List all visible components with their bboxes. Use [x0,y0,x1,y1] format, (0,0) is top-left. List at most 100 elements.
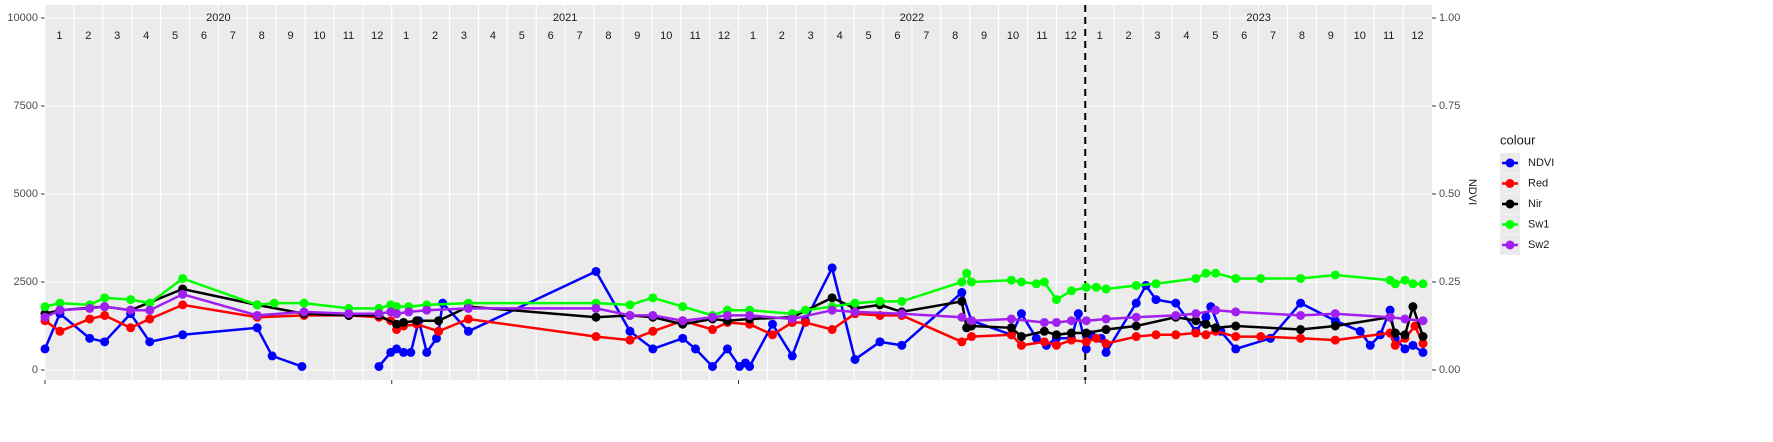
point [126,295,136,305]
month-label: 8 [1299,30,1305,42]
point [967,316,977,326]
point [1231,273,1241,283]
point [1039,337,1049,347]
legend-label: Nir [1528,198,1542,210]
point [267,351,277,361]
point [40,312,50,322]
point [1081,344,1091,354]
y2-tick-label: 0.25 [1439,276,1460,288]
point [1151,330,1161,340]
y2-tick-label: 0.50 [1439,188,1460,200]
point [767,330,777,340]
point [1101,284,1111,294]
point [591,332,601,342]
point [126,323,136,333]
point [1211,268,1221,278]
month-label: 7 [577,30,583,42]
point [1191,316,1201,326]
y2-tick-label: 1.00 [1439,12,1460,24]
point [625,335,635,345]
month-label: 5 [519,30,525,42]
point [827,293,837,303]
point [1016,332,1026,342]
point [145,314,155,324]
point [1066,286,1076,296]
point [412,316,422,326]
month-label: 12 [1065,30,1077,42]
point [269,298,279,308]
point [1400,314,1410,324]
point [1031,333,1041,343]
legend-label: Sw2 [1528,239,1549,251]
point [1081,328,1091,338]
point [1131,332,1141,342]
point [1081,337,1091,347]
point [374,361,384,371]
point [145,305,155,315]
month-label: 9 [288,30,294,42]
month-label: 2 [779,30,785,42]
point [1006,314,1016,324]
point [392,302,402,312]
point [40,344,50,354]
point [957,288,967,298]
month-label: 10 [660,30,672,42]
point [1101,314,1111,324]
point [1400,275,1410,285]
point [1355,326,1365,336]
month-label: 6 [1241,30,1247,42]
point [344,309,354,319]
point [1231,307,1241,317]
point [1066,328,1076,338]
point [850,298,860,308]
point [1418,339,1428,349]
point [392,344,402,354]
point [707,325,717,335]
point [707,312,717,322]
point [1400,344,1410,354]
point [399,347,409,357]
point [875,296,885,306]
point [1296,298,1306,308]
point [406,347,416,357]
point [1418,347,1428,357]
month-label: 8 [259,30,265,42]
point [1330,335,1340,345]
month-label: 5 [1212,30,1218,42]
point [100,293,110,303]
point [745,310,755,320]
point [55,326,65,336]
point [1073,309,1083,319]
point [767,319,777,329]
month-label: 6 [894,30,900,42]
legend-title: colour [1500,132,1536,147]
point [392,309,402,319]
year-label: 2022 [900,12,924,24]
point [252,310,262,320]
point [648,344,658,354]
month-label: 3 [1154,30,1160,42]
point [1211,323,1221,333]
month-label: 8 [605,30,611,42]
point [625,300,635,310]
month-label: 9 [634,30,640,42]
point [827,263,837,273]
point [85,333,95,343]
point [591,312,601,322]
point [1390,279,1400,289]
legend-key [1505,158,1515,168]
point [1171,298,1181,308]
point [850,307,860,317]
point [1330,321,1340,331]
point [1330,270,1340,280]
point [1211,305,1221,315]
y-tick-label: 10000 [7,12,38,24]
point [1191,273,1201,283]
point [1410,321,1420,331]
month-label: 5 [865,30,871,42]
point [1408,302,1418,312]
point [392,319,402,329]
point [1051,340,1061,350]
month-label: 11 [689,30,700,42]
month-label: 10 [1007,30,1019,42]
